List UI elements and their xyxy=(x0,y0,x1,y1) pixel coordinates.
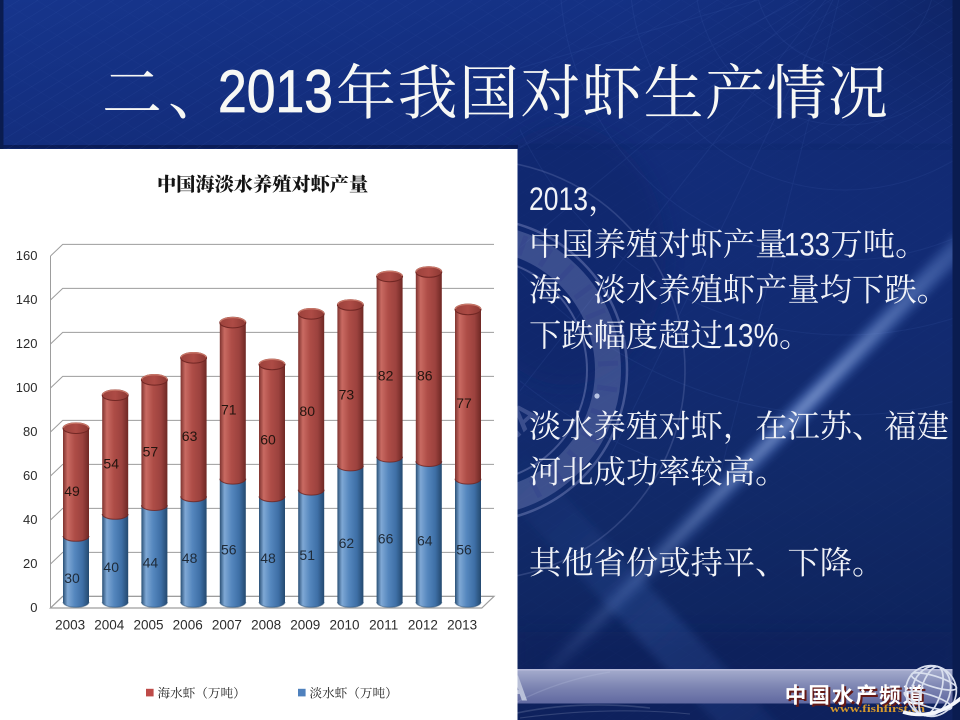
svg-text:60: 60 xyxy=(260,431,276,447)
svg-text:133: 133 xyxy=(784,227,830,263)
svg-text:120: 120 xyxy=(16,336,38,351)
svg-text:13%: 13% xyxy=(723,318,779,354)
svg-text:49: 49 xyxy=(64,483,80,499)
svg-text:2012: 2012 xyxy=(408,618,438,633)
svg-text:73: 73 xyxy=(339,386,355,402)
svg-text:140: 140 xyxy=(16,292,38,307)
svg-text:66: 66 xyxy=(378,530,394,546)
svg-text:56: 56 xyxy=(456,541,472,557)
svg-text:30: 30 xyxy=(64,570,80,586)
svg-text:2005: 2005 xyxy=(133,618,163,633)
svg-text:48: 48 xyxy=(260,550,276,566)
svg-text:56: 56 xyxy=(221,541,237,557)
svg-text:2004: 2004 xyxy=(94,618,125,633)
svg-text:40: 40 xyxy=(23,512,37,527)
svg-text:82: 82 xyxy=(378,368,394,384)
svg-text:2011: 2011 xyxy=(369,618,398,633)
svg-text:2008: 2008 xyxy=(251,618,281,633)
svg-text:2003: 2003 xyxy=(55,618,85,633)
svg-text:2013: 2013 xyxy=(529,181,588,217)
svg-text:44: 44 xyxy=(143,555,159,571)
svg-text:2007: 2007 xyxy=(212,618,242,633)
svg-text:51: 51 xyxy=(299,547,315,563)
svg-text:20: 20 xyxy=(23,556,37,571)
svg-text:86: 86 xyxy=(417,368,433,384)
svg-text:64: 64 xyxy=(417,533,433,549)
svg-text:77: 77 xyxy=(456,395,472,411)
svg-text:2009: 2009 xyxy=(290,618,320,633)
svg-text:80: 80 xyxy=(299,403,315,419)
svg-text:54: 54 xyxy=(103,456,119,472)
svg-text:100: 100 xyxy=(16,380,38,395)
svg-text:0: 0 xyxy=(30,600,37,615)
svg-text:71: 71 xyxy=(221,402,237,418)
svg-text:2013: 2013 xyxy=(447,618,477,633)
svg-text:2010: 2010 xyxy=(329,618,359,633)
svg-text:80: 80 xyxy=(23,424,37,439)
svg-text:2013: 2013 xyxy=(218,58,333,125)
svg-text:160: 160 xyxy=(16,248,38,263)
svg-text:60: 60 xyxy=(23,468,37,483)
svg-text:62: 62 xyxy=(339,535,355,551)
svg-text:www.fishfirst.cn: www.fishfirst.cn xyxy=(830,704,926,715)
svg-text:40: 40 xyxy=(103,559,119,575)
svg-text:2006: 2006 xyxy=(173,618,203,633)
svg-text:63: 63 xyxy=(182,428,198,444)
svg-text:57: 57 xyxy=(143,444,159,460)
svg-text:48: 48 xyxy=(182,550,198,566)
